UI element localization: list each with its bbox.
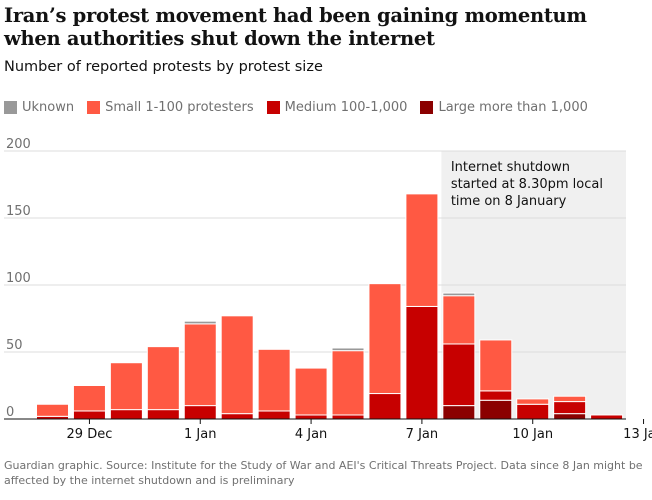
bar-5-jan-small — [331, 350, 365, 416]
bar-1-jan-small — [183, 323, 217, 407]
bar-8-jan-large — [442, 405, 476, 420]
bar-10-jan-medium — [516, 403, 550, 420]
bar-8-jan-medium — [442, 343, 476, 407]
annotation-line-2: started at 8.30pm local — [451, 177, 603, 192]
legend-label-small: Small 1-100 protesters — [105, 100, 254, 115]
legend-swatch-large — [420, 101, 434, 114]
legend-swatch-medium — [266, 101, 280, 114]
x-tick-label-4: 1 Jan — [184, 427, 216, 442]
y-tick-label-50: 50 — [6, 338, 23, 353]
bar-30-dec-medium — [109, 409, 143, 420]
bar-4-jan-medium — [294, 414, 328, 420]
bar-9-jan-small — [479, 339, 513, 392]
bar-28-dec-small — [36, 403, 69, 417]
legend-swatch-unknown — [4, 101, 17, 114]
legend: Uknown Small 1-100 protesters Medium 100… — [4, 100, 601, 115]
y-tick-label-0: 0 — [6, 405, 14, 420]
bar-3-jan-small — [257, 348, 291, 412]
bar-7-jan-small — [405, 193, 439, 307]
bar-10-jan-small — [516, 398, 550, 405]
bar-29-dec-medium — [72, 410, 106, 420]
bar-30-dec-small — [109, 362, 143, 411]
bar-11-jan-small — [553, 395, 587, 403]
bar-1-jan-medium — [183, 405, 217, 420]
legend-swatch-small — [87, 101, 101, 114]
chart-subtitle: Number of reported protests by protest s… — [4, 59, 323, 75]
bar-31-dec-small — [146, 346, 180, 411]
legend-item-large: Large more than 1,000 — [420, 100, 588, 115]
legend-item-medium: Medium 100-1,000 — [266, 100, 408, 115]
bar-2-jan-medium — [220, 413, 254, 420]
x-tick-label-10: 7 Jan — [406, 427, 438, 442]
x-tick-label-13: 10 Jan — [512, 427, 553, 442]
bar-31-dec-medium — [146, 409, 180, 420]
bar-8-jan-uknown — [442, 292, 476, 297]
legend-item-unknown: Uknown — [4, 100, 74, 115]
legend-label-medium: Medium 100-1,000 — [284, 100, 408, 115]
x-tick-label-16: 13 Jan — [623, 427, 652, 442]
annotation-line-1: Internet shutdown — [451, 160, 570, 175]
x-tick-label-1: 29 Dec — [67, 427, 113, 442]
bar-29-dec-small — [72, 385, 106, 412]
bar-11-jan-medium — [553, 401, 587, 415]
bar-6-jan-small — [368, 283, 402, 395]
bar-4-jan-small — [294, 367, 328, 416]
bar-6-jan-medium — [368, 393, 402, 420]
bar-2-jan-small — [220, 315, 254, 415]
legend-item-small: Small 1-100 protesters — [87, 100, 254, 115]
bar-7-jan-medium — [405, 305, 439, 420]
y-tick-label-200: 200 — [6, 138, 31, 152]
bar-12-jan-medium — [590, 414, 624, 420]
bar-9-jan-large — [479, 399, 513, 420]
bar-11-jan-large — [553, 413, 587, 420]
bar-1-jan-uknown — [183, 320, 217, 325]
bar-5-jan-uknown — [331, 347, 365, 352]
chart-title: Iran’s protest movement had been gaining… — [4, 4, 587, 50]
y-tick-label-100: 100 — [6, 271, 31, 286]
legend-label-large: Large more than 1,000 — [438, 100, 588, 115]
bar-5-jan-medium — [331, 414, 365, 420]
y-tick-label-150: 150 — [6, 204, 31, 219]
footnote: Guardian graphic. Source: Institute for … — [4, 459, 643, 487]
bar-8-jan-small — [442, 295, 476, 345]
bar-3-jan-medium — [257, 410, 291, 420]
legend-label-unknown: Uknown — [22, 100, 75, 115]
stacked-bar-chart: 0 50 100 150 200 Internet shutdown started at … — [4, 138, 652, 442]
bar-9-jan-medium — [479, 390, 513, 401]
annotation-line-3: time on 8 January — [451, 194, 567, 209]
x-tick-label-7: 4 Jan — [295, 427, 327, 442]
